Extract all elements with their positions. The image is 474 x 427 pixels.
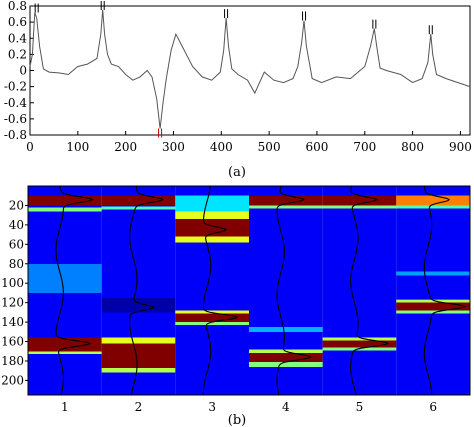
- heatmap-column-6: [396, 186, 470, 395]
- x-tick-label: 600: [306, 140, 329, 154]
- x-tick-label: 900: [449, 140, 472, 154]
- plot-frame: [29, 5, 471, 136]
- x-tick-label: 500: [258, 140, 281, 154]
- y-tick-label: 40: [9, 218, 24, 232]
- column-label-6: 6: [429, 400, 437, 414]
- peak-marker: [100, 1, 105, 11]
- y-tick-label: 60: [9, 237, 24, 251]
- panel-a-label: (a): [228, 165, 246, 180]
- x-tick-label: 800: [401, 140, 424, 154]
- peak-marker: [224, 9, 229, 19]
- profile-curve-1: [55, 185, 94, 396]
- heatmap-column-2: [101, 186, 176, 395]
- y-tick-label: 140: [1, 315, 24, 329]
- peak-marker: [158, 128, 163, 138]
- profile-curve-6: [423, 185, 466, 395]
- x-tick-label: 100: [66, 140, 89, 154]
- heatmap-column-1: [28, 186, 102, 395]
- x-tick-label: 0: [26, 140, 34, 154]
- profile-curve-4: [276, 185, 312, 396]
- y-tick-label: -0.2: [4, 80, 27, 94]
- y-tick-label: 160: [1, 335, 24, 349]
- y-tick-label: 100: [1, 276, 24, 290]
- y-tick-label: 0.2: [8, 47, 27, 61]
- peak-marker: [302, 11, 307, 21]
- y-tick-label: 0.8: [8, 0, 27, 13]
- x-tick-label: 700: [353, 140, 376, 154]
- y-tick-label: 120: [1, 296, 24, 310]
- column-label-2: 2: [135, 400, 143, 414]
- profile-curve-5: [350, 185, 390, 396]
- ecg-signal-line: [29, 9, 471, 129]
- heatmap-column-3: [175, 186, 249, 395]
- y-tick-label: 0: [19, 64, 27, 78]
- heatmap-column-4: [249, 186, 323, 395]
- heatmap-frame: [27, 185, 471, 396]
- profile-curve-3: [202, 185, 239, 395]
- y-tick-label: 200: [1, 373, 24, 387]
- y-tick-label: -0.8: [4, 128, 27, 142]
- column-label-1: 1: [61, 400, 69, 414]
- panel-b-label: (b): [228, 413, 246, 427]
- peak-marker: [372, 19, 377, 29]
- peak-marker: [428, 25, 433, 35]
- column-label-5: 5: [356, 400, 364, 414]
- y-tick-label: 20: [9, 198, 24, 212]
- y-tick-label: 180: [1, 354, 24, 368]
- x-tick-label: 400: [210, 140, 233, 154]
- panel-a-line-chart: 0 100 200 300 400 500 600 700 800 900 0.8 0.6 0.4 0.2…: [4, 0, 472, 154]
- profile-curve-2: [129, 185, 164, 396]
- y-tick-label: 0.6: [8, 15, 27, 29]
- heatmap-column-5: [322, 186, 397, 395]
- y-tick-label: -0.6: [4, 112, 27, 126]
- y-tick-label: 80: [9, 257, 24, 271]
- column-label-3: 3: [208, 400, 216, 414]
- x-tick-label: 300: [162, 140, 185, 154]
- y-tick-label: 0.4: [8, 31, 27, 45]
- x-tick-label: 200: [114, 140, 137, 154]
- peak-marker: [34, 3, 39, 13]
- column-label-4: 4: [282, 400, 290, 414]
- y-tick-label: -0.4: [4, 96, 28, 110]
- panel-b-heatmap: 1 2 3 4 5 6 20 40 60 80 100 120 140 160 180 200: [1, 185, 471, 414]
